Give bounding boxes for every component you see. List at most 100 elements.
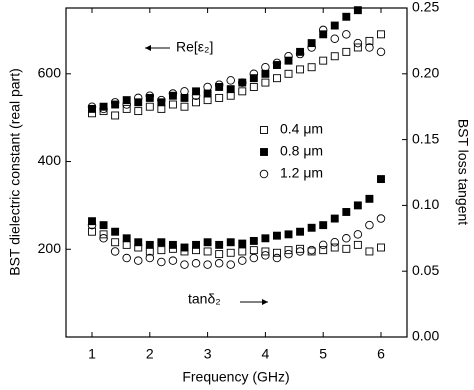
marker [296, 47, 305, 56]
marker [377, 30, 385, 39]
y2-tick-label: 0.20 [412, 65, 439, 81]
marker [157, 98, 166, 107]
marker [284, 246, 293, 255]
marker [111, 100, 120, 109]
marker [226, 76, 235, 85]
marker [145, 253, 155, 263]
marker [342, 47, 351, 56]
marker [215, 93, 224, 102]
marker [261, 62, 270, 72]
plot-frame [65, 7, 408, 338]
marker [307, 39, 316, 48]
marker [307, 63, 316, 72]
annotation: Re[ε₂] [176, 39, 213, 55]
marker [203, 260, 212, 269]
marker [180, 102, 189, 111]
marker [203, 96, 212, 105]
marker [157, 104, 166, 113]
marker [226, 91, 235, 100]
marker [296, 227, 305, 236]
annotation-arrowhead [145, 45, 151, 51]
marker [122, 253, 131, 263]
marker [99, 102, 108, 111]
marker [157, 238, 166, 247]
marker [214, 259, 224, 268]
marker [330, 21, 339, 30]
legend-label: 0.8 μm [280, 143, 323, 159]
marker [203, 82, 212, 92]
marker [168, 256, 178, 265]
marker [180, 87, 189, 96]
marker [157, 246, 166, 255]
marker [122, 96, 131, 105]
marker [295, 247, 305, 256]
marker [284, 230, 293, 239]
marker [203, 89, 212, 98]
marker [353, 38, 363, 48]
marker [203, 238, 212, 247]
marker [168, 240, 177, 249]
marker [238, 78, 247, 87]
marker [353, 201, 362, 210]
marker [273, 74, 281, 83]
marker [249, 253, 259, 263]
y2-tick-label: 0.25 [412, 0, 439, 15]
marker [319, 56, 328, 65]
marker [319, 246, 328, 255]
marker [215, 250, 224, 259]
marker [249, 83, 258, 91]
marker [261, 69, 270, 78]
marker [111, 227, 120, 236]
marker [365, 247, 374, 256]
marker [365, 43, 374, 52]
legend-label: 1.2 μm [280, 165, 323, 181]
annotation: tanδ₂ [188, 291, 221, 307]
marker [249, 74, 258, 83]
marker [376, 47, 386, 57]
marker [157, 95, 166, 105]
marker [272, 253, 282, 263]
marker [157, 257, 166, 267]
marker [330, 52, 339, 61]
marker [99, 221, 108, 230]
marker [215, 240, 224, 249]
marker [296, 244, 305, 253]
marker [145, 91, 155, 100]
marker [249, 236, 258, 245]
marker [111, 111, 120, 120]
marker [99, 230, 108, 239]
marker [110, 98, 120, 107]
marker [261, 251, 270, 260]
y2-tick-label: 0.00 [412, 328, 439, 344]
marker [342, 234, 351, 243]
annotation-arrowhead [262, 299, 268, 305]
marker [145, 93, 154, 102]
marker [111, 238, 120, 247]
y2-tick-label: 0.05 [412, 262, 439, 278]
x-tick-label: 1 [88, 346, 96, 362]
marker [330, 237, 340, 247]
marker [318, 25, 328, 35]
legend-marker [260, 148, 268, 156]
x-tick-label: 4 [261, 346, 269, 362]
marker [319, 221, 328, 230]
marker [284, 249, 293, 259]
marker [330, 243, 339, 252]
marker [122, 240, 131, 249]
marker [226, 248, 235, 257]
marker [284, 69, 293, 78]
marker [238, 239, 247, 248]
marker [295, 49, 305, 59]
marker [273, 248, 281, 257]
marker [215, 83, 224, 91]
marker [192, 98, 200, 107]
marker [353, 230, 363, 239]
marker [191, 259, 201, 268]
marker [273, 61, 281, 69]
marker [238, 87, 247, 96]
marker [192, 87, 200, 96]
marker [353, 43, 362, 52]
legend-marker [260, 126, 268, 134]
marker [307, 245, 316, 255]
